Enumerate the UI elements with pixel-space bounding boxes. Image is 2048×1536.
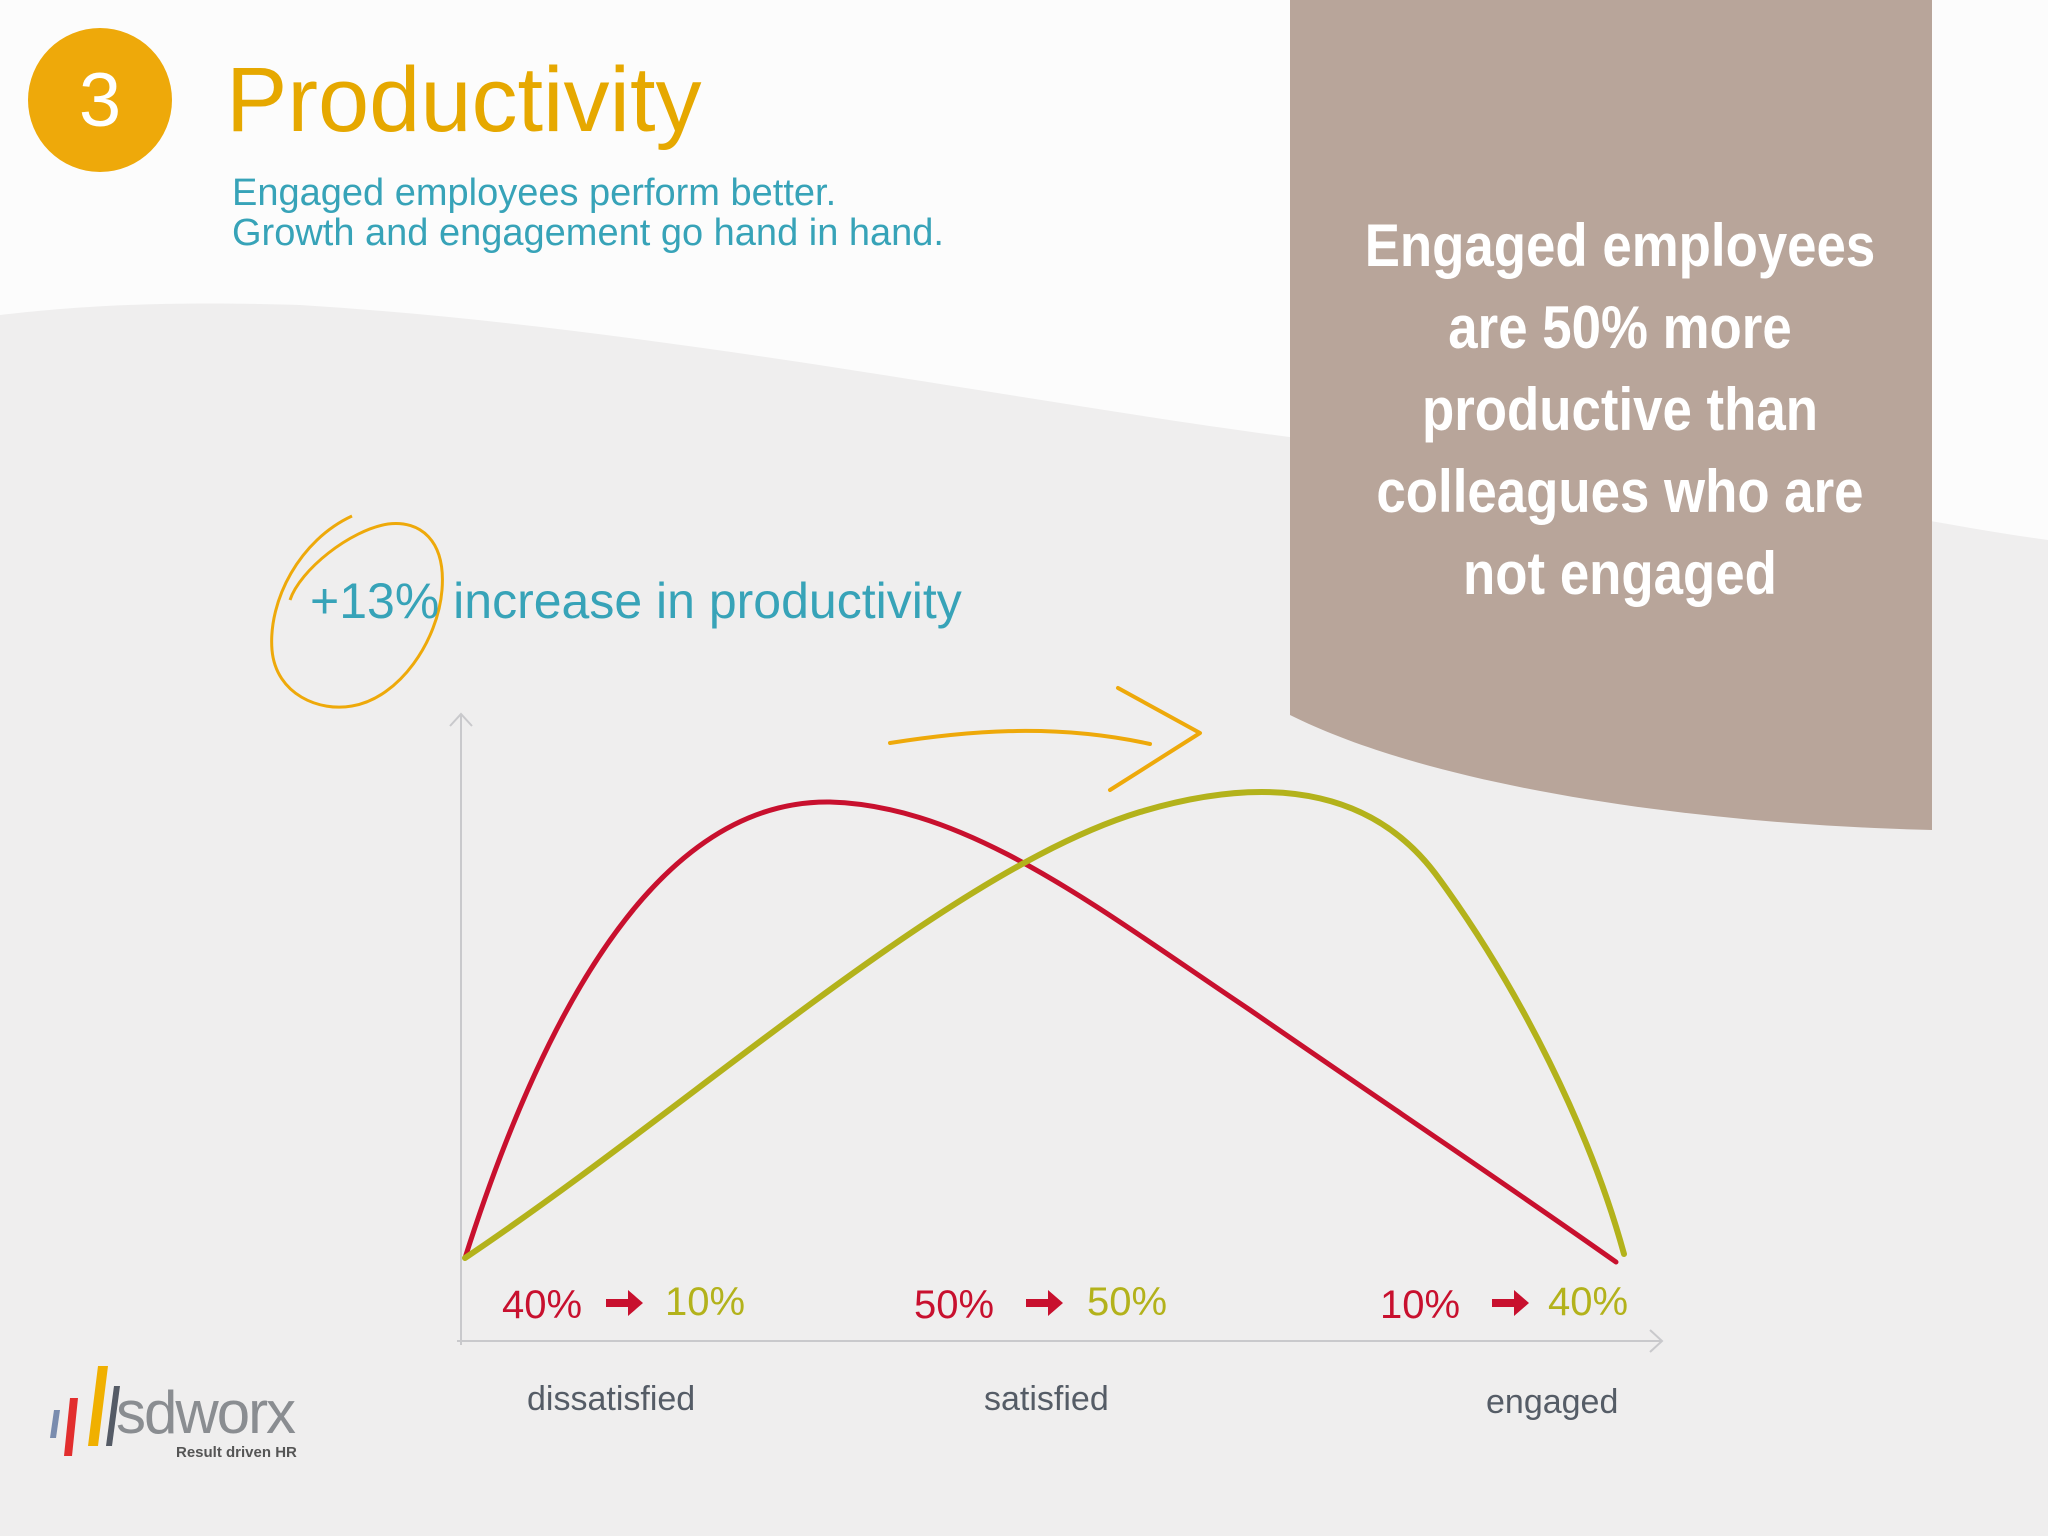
slide-subtitle: Engaged employees perform better. Growth… xyxy=(232,173,944,253)
x-label-satisfied: satisfied xyxy=(984,1380,1109,1418)
subtitle-line-1: Engaged employees perform better. xyxy=(232,172,837,214)
callout-panel xyxy=(1290,0,1932,830)
section-number: 3 xyxy=(78,57,122,143)
logo-tagline: Result driven HR xyxy=(176,1444,297,1461)
arrow-icon xyxy=(606,1290,643,1316)
callout-line-4: colleagues who are xyxy=(1376,458,1864,525)
hand-drawn-circle xyxy=(270,514,444,709)
transition-to-dissatisfied: 10% xyxy=(665,1280,746,1324)
subtitle-line-2: Growth and engagement go hand in hand. xyxy=(232,212,944,254)
logo-wordmark: sdworx xyxy=(116,1379,296,1446)
transition-from-satisfied: 50% xyxy=(914,1283,995,1327)
transition-to-satisfied: 50% xyxy=(1087,1280,1168,1324)
slide-title: Productivity xyxy=(226,49,702,151)
productivity-increase-label: +13% increase in productivity xyxy=(310,573,962,629)
y-axis-arrow xyxy=(449,712,473,727)
x-axis-arrow xyxy=(1649,1329,1664,1353)
x-label-engaged: engaged xyxy=(1486,1383,1619,1421)
transition-from-dissatisfied: 40% xyxy=(502,1283,583,1327)
green-curve xyxy=(462,789,1627,1261)
callout-line-3: productive than xyxy=(1421,376,1819,443)
section-number-badge: 3 xyxy=(28,28,172,172)
callout-line-1: Engaged employees xyxy=(1364,212,1876,279)
red-curve xyxy=(462,799,1619,1265)
sdworx-logo-mark xyxy=(50,1366,120,1456)
callout-text: Engaged employees are 50% more productiv… xyxy=(1338,205,1901,615)
hand-drawn-arrowhead xyxy=(1108,686,1202,792)
callout-line-5: not engaged xyxy=(1463,540,1777,607)
transition-from-engaged: 10% xyxy=(1380,1283,1461,1327)
arrow-icon xyxy=(1026,1290,1063,1316)
hand-drawn-arrow xyxy=(888,728,1152,746)
callout-line-2: are 50% more xyxy=(1448,294,1792,361)
arrow-icon xyxy=(1492,1290,1529,1316)
transition-to-engaged: 40% xyxy=(1548,1280,1629,1324)
x-label-dissatisfied: dissatisfied xyxy=(527,1380,696,1418)
